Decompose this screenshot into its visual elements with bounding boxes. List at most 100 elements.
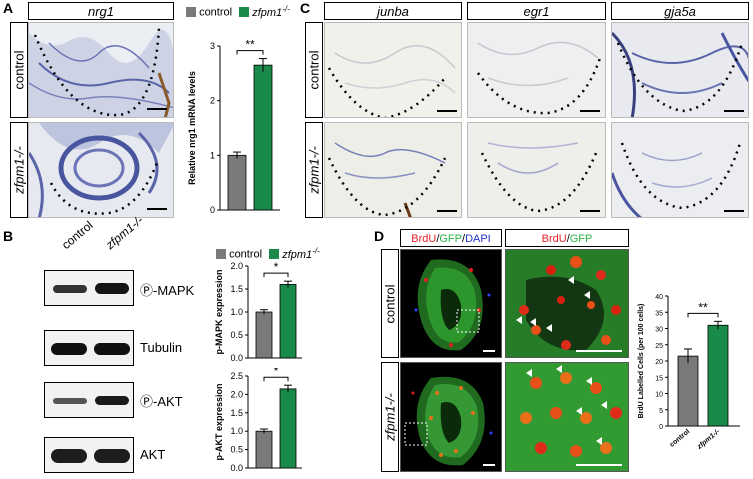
chart-d-ylabel: BrdU Labelled Cells (per 100 cells) (638, 304, 645, 419)
overview-header-part-0: BrdU (411, 233, 437, 245)
zoom-header-part-2: GFP (569, 233, 593, 245)
panel-label-d: D (374, 228, 385, 244)
chart-b2-ytick-label-1: 0.5 (230, 445, 243, 455)
western-blot-pmapk (44, 270, 134, 306)
panel-label-b: B (3, 228, 14, 244)
chart-d-significance-label: ** (698, 300, 708, 314)
confocal-overview-control (400, 249, 502, 358)
chart-a-ytick-label-0: 0 (210, 205, 215, 215)
zoom-header-part-0: BrdU (541, 233, 567, 245)
chart-b2-bar-0 (255, 430, 273, 469)
western-blot-tubulin (44, 330, 134, 366)
histology-junba-mutant (324, 122, 462, 218)
histology-junba-control (324, 22, 462, 118)
chart-b2-ytick-label-2: 1.0 (230, 426, 243, 436)
chart-d-ytick-label-4: 20 (655, 359, 663, 366)
row-label-mutant-c: zfpm1-/- (305, 122, 323, 218)
chart-d-ytick-label-6: 30 (655, 327, 663, 334)
chart-d-ytick-label-0: 0 (659, 424, 663, 431)
bar-chart-nrg1: 0 1 2 3 Relative nrg1 mRNA levels ** (187, 38, 280, 215)
row-label-mutant-a: zfpm1-/- (10, 122, 28, 218)
lane-label-mutant: zfpm1-/- (103, 212, 146, 252)
chart-a-ytick-label-3: 3 (210, 41, 215, 51)
western-blot-pakt (44, 382, 134, 418)
chart-b1-ytick-label-1: 0.5 (230, 330, 243, 340)
legend-swatch-mutant-b (269, 248, 280, 259)
chart-b2-significance-bracket (263, 376, 289, 382)
chart-b2-significance-label: * (274, 368, 279, 378)
row-label-control-a: control (10, 22, 28, 118)
legend-swatch-mutant (239, 6, 250, 17)
channel-header-zoom: BrdU/GFP (505, 229, 629, 247)
band-label-pakt: Ⓟ-AKT (140, 394, 183, 409)
chart-d-ytick-label-1: 5 (659, 408, 663, 415)
gene-header-gja5a: gja5a (611, 2, 749, 20)
histology-egr1-control (467, 22, 606, 118)
legend-label-mutant-b: zfpm1-/- (282, 246, 320, 261)
row-label-mutant-d: zfpm1-/- (381, 362, 399, 472)
chart-d-significance-bracket (687, 312, 719, 318)
chart-d-ytick-label-7: 35 (655, 310, 663, 317)
chart-b1-ylabel: p-MAPK expression (214, 269, 224, 354)
histology-nrg1-mutant (28, 122, 174, 218)
histology-gja5a-mutant (611, 122, 749, 218)
zoom-header-part-1: / (566, 233, 570, 245)
chart-a-significance-bracket (236, 50, 264, 55)
confocal-zoom-control (505, 249, 629, 358)
chart-d-bar-0 (677, 355, 699, 427)
western-blot-akt (44, 437, 134, 473)
lane-label-control: control (59, 218, 96, 252)
row-label-control-d: control (381, 249, 399, 358)
panel-label-c: C (300, 0, 311, 16)
chart-b1-ytick-label-4: 2.0 (230, 261, 243, 271)
overview-header-part-4: DAPI (465, 233, 491, 245)
legend-label-control-b: control (229, 248, 263, 261)
chart-a-ylabel: Relative nrg1 mRNA levels (187, 71, 197, 185)
chart-b2-ylabel: p-AKT expression (214, 383, 224, 460)
band-label-pmapk: Ⓟ-MAPK (140, 283, 195, 298)
chart-d-bar-1 (707, 324, 729, 427)
legend-a: control zfpm1-/- (186, 4, 290, 19)
legend-swatch-control (186, 6, 196, 17)
gene-header-junba: junba (324, 2, 462, 20)
legend-label-mutant: zfpm1-/- (252, 4, 290, 19)
bar-chart-pmapk: 0.0 0.5 1.0 1.5 2.0 p-MAPK expression * (214, 260, 302, 363)
overview-header-part-1: / (436, 233, 440, 245)
legend-label-control: control (199, 6, 233, 19)
confocal-overview-mutant (400, 362, 502, 472)
histology-gja5a-control (611, 22, 749, 118)
gene-header-egr1: egr1 (467, 2, 606, 20)
histology-nrg1-control (28, 22, 174, 118)
chart-d-ytick-label-2: 10 (655, 392, 663, 399)
chart-d-ytick-label-5: 25 (655, 343, 663, 350)
chart-b1-ytick-label-3: 1.5 (230, 284, 243, 294)
overview-header-part-2: GFP (439, 233, 462, 245)
chart-a-ytick-label-2: 2 (210, 96, 215, 106)
confocal-zoom-mutant (505, 362, 629, 472)
chart-b1-significance-bracket (263, 272, 289, 278)
chart-d-category-label-0: control (669, 428, 692, 449)
chart-b2-ytick-label-5: 2.5 (230, 371, 243, 381)
chart-a-ytick-label-1: 1 (210, 150, 215, 160)
legend-swatch-control-b (216, 248, 226, 259)
bar-chart-pakt: 0.0 0.5 1.0 1.5 2.0 2.5 p-AKT expression * (214, 368, 302, 473)
chart-b1-ytick-label-0: 0.0 (230, 353, 243, 363)
bar-chart-brdu: 0 5 10 15 20 25 30 35 40 BrdU Labelled Cells (per… (638, 294, 740, 452)
histology-egr1-mutant (467, 122, 606, 218)
legend-b: control zfpm1-/- (216, 246, 320, 261)
chart-b2-bar-1 (279, 388, 297, 469)
row-label-control-c: control (305, 22, 323, 118)
chart-b2-ytick-label-4: 2.0 (230, 389, 243, 399)
chart-d-ytick-label-8: 40 (655, 294, 663, 301)
panel-label-a: A (3, 0, 14, 16)
chart-d-ytick-label-3: 15 (655, 375, 663, 382)
chart-a-significance-label: ** (245, 38, 255, 52)
chart-d-category-label-1: zfpm1-/- (695, 428, 721, 452)
chart-a-bar-0 (227, 154, 247, 211)
chart-a-bar-1 (253, 64, 273, 211)
gene-header-nrg1: nrg1 (28, 2, 174, 20)
chart-b2-ytick-label-0: 0.0 (230, 463, 243, 473)
band-label-tubulin: Tubulin (140, 340, 183, 355)
overview-header-part-3: / (462, 233, 466, 245)
chart-b1-bar-1 (279, 283, 297, 359)
